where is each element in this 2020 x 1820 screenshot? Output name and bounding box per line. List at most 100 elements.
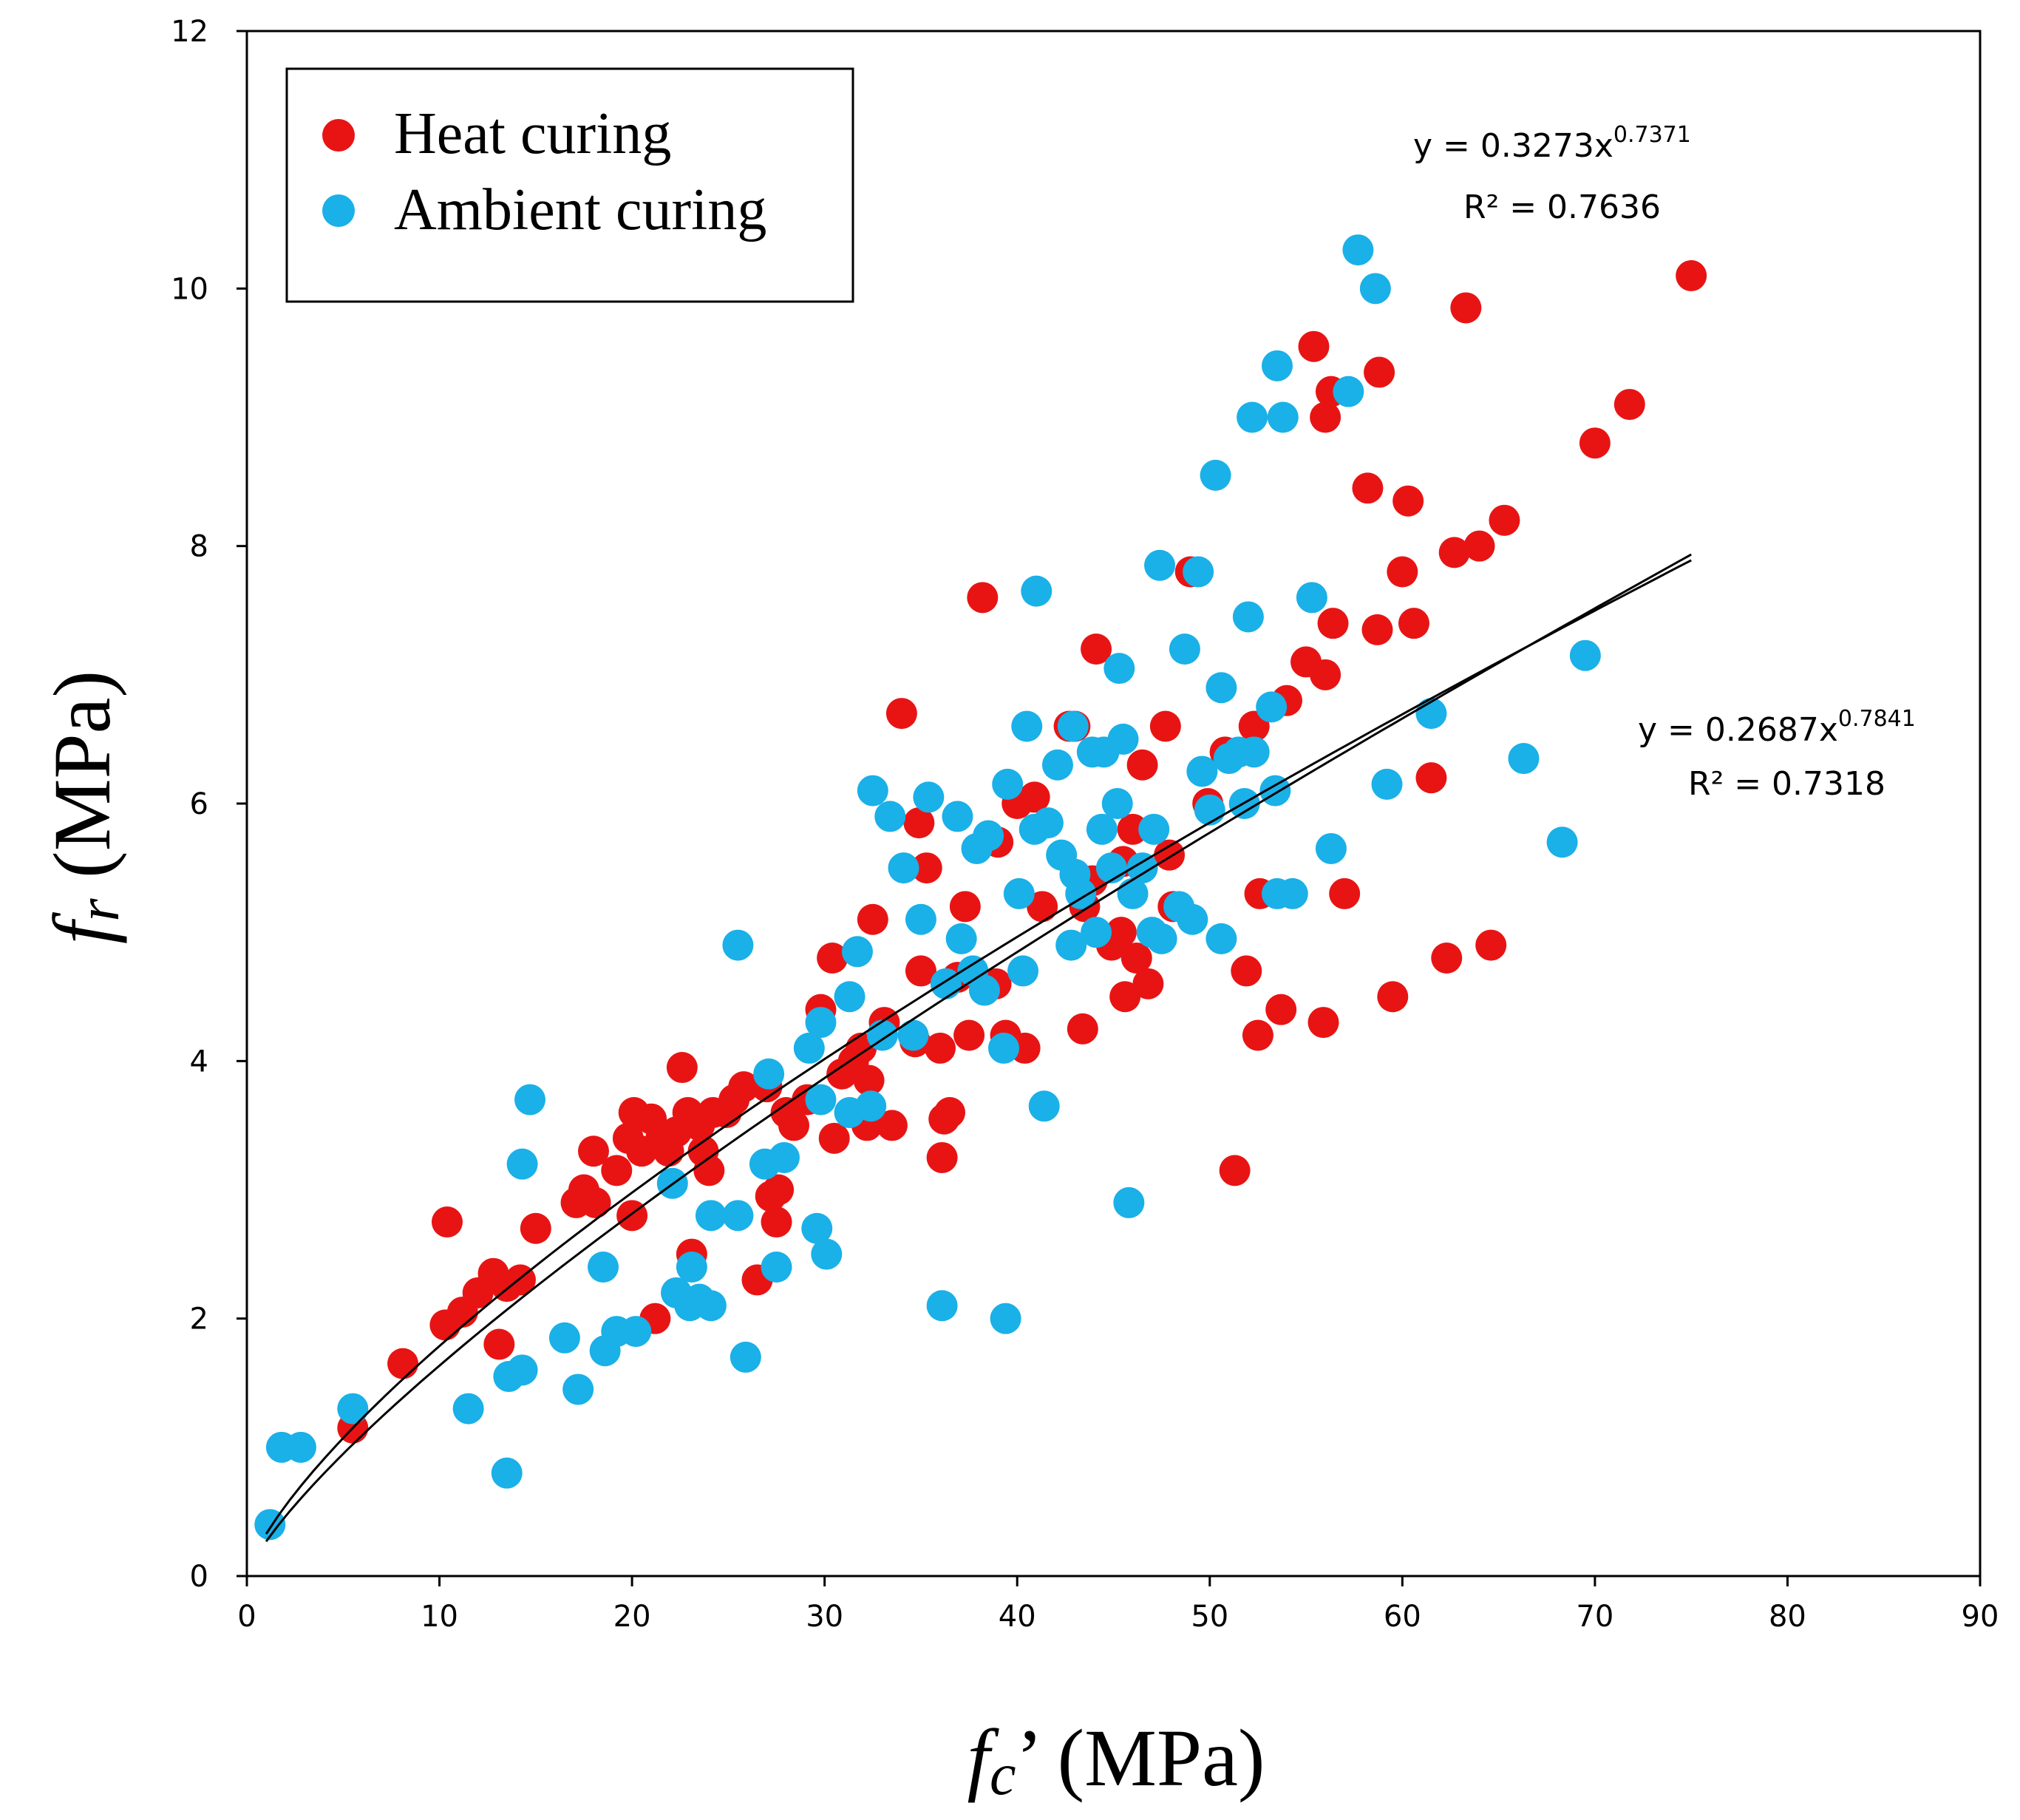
heat-curing-trendline [265, 559, 1692, 1535]
heat-curing-point [431, 1206, 463, 1238]
heat-curing-point [1242, 1019, 1273, 1051]
heat-curing-point [1317, 608, 1349, 639]
x-tick-label: 0 [237, 1600, 256, 1634]
x-tick-label: 70 [1576, 1600, 1613, 1634]
heat-curing-point [1231, 955, 1262, 987]
ambient-curing-point [1261, 350, 1293, 381]
heat-curing-point [1109, 981, 1141, 1013]
ambient-curing-point [1003, 877, 1035, 909]
heat-curing-point [520, 1212, 551, 1244]
ambient-curing-point [1103, 653, 1135, 685]
ambient-curing-point [722, 1200, 754, 1232]
ambient-curing-point [805, 1007, 837, 1039]
heat-curing-point [1377, 981, 1409, 1013]
heat-curing-point [1310, 401, 1341, 433]
ambient-curing-point [1055, 929, 1087, 961]
ambient-curing-point [1183, 556, 1214, 588]
heat-curing-point [483, 1328, 515, 1360]
heat-curing-point [1081, 634, 1112, 665]
heat-curing-point [778, 1110, 809, 1141]
ambient-curing-point [1177, 903, 1208, 935]
heat-curing-point [967, 582, 999, 614]
ambient-curing-point [1205, 923, 1237, 954]
y-tick-label: 2 [190, 1303, 208, 1337]
y-axis-ticks: 0 2 4 6 8 10 12 [171, 15, 247, 1594]
legend: Heat curing Ambient curing [285, 67, 854, 303]
ambient-curing-point [874, 801, 906, 832]
heat-curing-point [1154, 839, 1186, 871]
ambient-curing-point [990, 1303, 1021, 1334]
ambient-curing-point [620, 1316, 652, 1348]
ambient-curing-point [1057, 710, 1089, 742]
heat-curing-point [579, 1186, 611, 1218]
x-tick-label: 10 [421, 1600, 458, 1634]
heat-curing-point [1398, 608, 1429, 639]
ambient-curing-point [1359, 273, 1391, 305]
heat-curing-point [876, 1110, 908, 1141]
x-axis-ticks: 0 10 20 30 40 50 60 70 80 90 [237, 1576, 1999, 1634]
heat-curing-point [911, 852, 942, 884]
heat-curing-point [1387, 556, 1418, 588]
y-tick-label: 0 [190, 1560, 208, 1594]
ambient-curing-point [1007, 955, 1039, 987]
ambient-curing-point [676, 1252, 707, 1283]
ambient-curing-point [855, 1090, 887, 1122]
ambient-curing-point [793, 1032, 825, 1064]
heat-curing-point [817, 943, 849, 974]
ambient-curing-point [1296, 582, 1327, 614]
ambient-curing-point [452, 1393, 484, 1425]
ambient-curing-point [930, 968, 962, 999]
heat-curing-point [728, 1071, 760, 1103]
x-tick-label: 40 [999, 1600, 1036, 1634]
y-tick-label: 12 [171, 15, 208, 49]
ambient-curing-point [695, 1290, 727, 1322]
heat-trendline-r2: R² = 0.7636 [1463, 189, 1661, 226]
heat-curing-point [1149, 710, 1181, 742]
heat-curing-point [1613, 389, 1645, 421]
heat-curing-point [953, 1019, 985, 1051]
ambient-curing-point [973, 820, 1004, 852]
heat-curing-point [1579, 427, 1611, 459]
ambient-curing-point [905, 903, 936, 935]
heat-curing-point [1450, 292, 1482, 324]
heat-curing-point [934, 1097, 966, 1128]
ambient-curing-point [337, 1393, 369, 1425]
heat-curing-point [818, 1122, 850, 1154]
ambient-curing-point [841, 936, 873, 968]
ambient-curing-point [1117, 877, 1149, 909]
heat-curing-point [1475, 929, 1507, 961]
heat-curing-point [949, 891, 981, 923]
ambient-curing-point [1144, 549, 1176, 581]
ambient-curing-point [1126, 852, 1158, 884]
heat-curing-point [387, 1348, 419, 1379]
ambient-curing-point [548, 1322, 580, 1354]
heat-curing-point [666, 1052, 698, 1084]
heat-curing-point [905, 955, 936, 987]
x-tick-label: 50 [1191, 1600, 1228, 1634]
legend-heat-marker [322, 119, 355, 152]
ambient-curing-point [1081, 917, 1112, 948]
ambient-curing-point [1315, 832, 1347, 864]
heat-curing-point [1105, 917, 1137, 948]
heat-curing-point [1307, 1007, 1339, 1039]
ambient-curing-point [805, 1084, 837, 1116]
heat-curing-point [1415, 762, 1447, 794]
x-tick-label: 90 [1962, 1600, 1999, 1634]
ambient-curing-point [1065, 877, 1097, 909]
ambient-curing-point [1342, 234, 1374, 266]
x-tick-label: 80 [1769, 1600, 1806, 1634]
ambient-curing-point [491, 1457, 523, 1489]
heat-curing-point [1265, 994, 1297, 1025]
ambient-curing-point [506, 1354, 538, 1386]
heat-curing-point [903, 807, 935, 839]
ambient-curing-point [753, 1058, 785, 1090]
ambient-curing-point [987, 1032, 1019, 1064]
ambient-curing-point [888, 852, 919, 884]
ambient-curing-point [1028, 1090, 1060, 1122]
ambient-curing-point [1371, 768, 1403, 800]
ambient-curing-point [1021, 575, 1052, 607]
ambient-trendline-r2: R² = 0.7318 [1688, 765, 1885, 803]
legend-heat-label: Heat curing [394, 101, 671, 166]
heat-curing-point [1392, 485, 1424, 517]
ambient-curing-point [768, 1141, 800, 1173]
